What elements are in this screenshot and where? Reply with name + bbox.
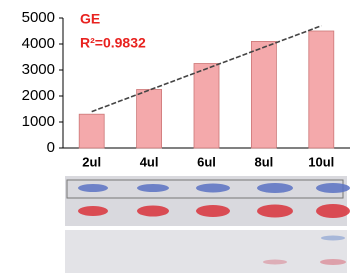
annotation: GE [80, 11, 100, 27]
bar [137, 90, 162, 149]
gel-blots [65, 176, 350, 273]
x-tick-label: 10ul [308, 154, 334, 169]
bar [79, 114, 104, 148]
chart: GE R²=0.9832 0 1000 2000 3000 4000 5000 2ul 4ul… [0, 0, 358, 273]
bar [251, 41, 276, 148]
y-tick-label: 4000 [22, 35, 55, 52]
annotation: R²=0.9832 [80, 35, 146, 51]
gel-upper [65, 176, 347, 226]
y-tick-label: 0 [47, 139, 55, 156]
x-tick-label: 4ul [140, 154, 159, 169]
y-tick-label: 3000 [22, 61, 55, 78]
x-tick-label: 2ul [82, 154, 101, 169]
y-tick-label: 5000 [22, 9, 55, 26]
y-tick-label: 2000 [22, 87, 55, 104]
y-tick-label: 1000 [22, 113, 55, 130]
gel-lower [65, 230, 347, 273]
bar [194, 64, 219, 149]
x-tick-label: 6ul [197, 154, 216, 169]
x-tick-label: 8ul [255, 154, 274, 169]
bar [309, 31, 334, 148]
